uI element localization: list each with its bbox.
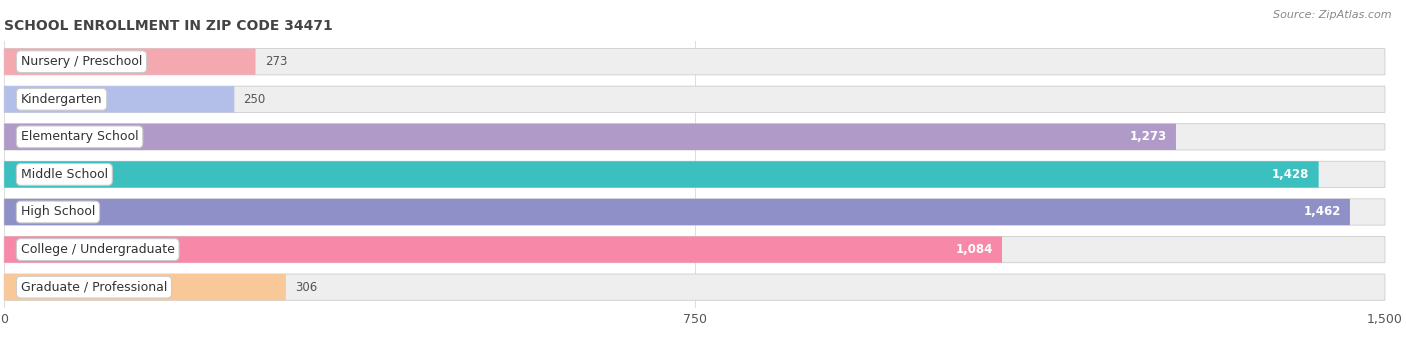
Text: Source: ZipAtlas.com: Source: ZipAtlas.com [1274,10,1392,20]
Text: 1,462: 1,462 [1303,206,1341,219]
FancyBboxPatch shape [4,199,1385,225]
Text: 250: 250 [243,93,266,106]
Text: Kindergarten: Kindergarten [21,93,103,106]
FancyBboxPatch shape [4,236,1385,263]
Text: 1,428: 1,428 [1272,168,1309,181]
Text: Nursery / Preschool: Nursery / Preschool [21,55,142,68]
Text: 273: 273 [264,55,287,68]
FancyBboxPatch shape [4,86,1385,113]
FancyBboxPatch shape [4,49,1385,75]
Text: 1,084: 1,084 [956,243,993,256]
FancyBboxPatch shape [4,161,1319,187]
FancyBboxPatch shape [4,161,1385,187]
Text: Middle School: Middle School [21,168,108,181]
FancyBboxPatch shape [4,236,1002,263]
FancyBboxPatch shape [4,199,1350,225]
Text: Elementary School: Elementary School [21,130,138,143]
Text: High School: High School [21,206,96,219]
FancyBboxPatch shape [4,124,1175,150]
FancyBboxPatch shape [4,274,1385,300]
FancyBboxPatch shape [4,86,235,113]
Text: 1,273: 1,273 [1129,130,1167,143]
Text: SCHOOL ENROLLMENT IN ZIP CODE 34471: SCHOOL ENROLLMENT IN ZIP CODE 34471 [4,19,333,33]
Text: College / Undergraduate: College / Undergraduate [21,243,174,256]
FancyBboxPatch shape [4,124,1385,150]
FancyBboxPatch shape [4,274,285,300]
FancyBboxPatch shape [4,49,256,75]
Text: 306: 306 [295,281,318,294]
Text: Graduate / Professional: Graduate / Professional [21,281,167,294]
